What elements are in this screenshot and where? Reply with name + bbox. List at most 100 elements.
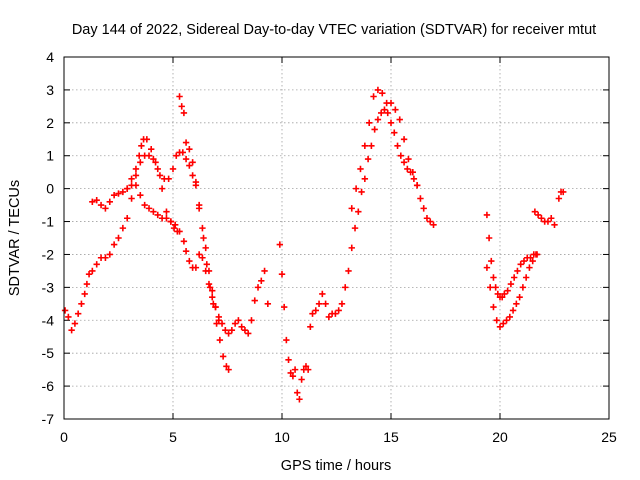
- data-point: [119, 188, 127, 196]
- chart-title: Day 144 of 2022, Sidereal Day-to-day VTE…: [72, 22, 596, 38]
- series-8: [531, 188, 567, 229]
- data-point: [110, 192, 118, 199]
- data-point: [145, 152, 153, 159]
- x-tick-label: 0: [60, 429, 68, 445]
- data-point: [93, 196, 100, 204]
- data-point: [501, 290, 508, 298]
- data-point: [199, 254, 206, 261]
- data-point: [189, 159, 196, 166]
- data-point: [400, 136, 408, 143]
- data-point: [391, 129, 398, 136]
- series-6: [483, 211, 541, 301]
- data-point: [348, 205, 355, 212]
- data-point: [148, 145, 155, 153]
- series-3: [124, 93, 222, 324]
- data-point: [338, 300, 346, 308]
- data-point: [483, 211, 491, 219]
- axis-ticks: -7 -6 -5 -4 -3 -2 -1 0 1 2 3 4 0 5 10 15 20 25: [42, 49, 617, 445]
- data-point: [289, 373, 297, 380]
- data-point: [332, 310, 339, 317]
- data-point: [150, 208, 157, 215]
- data-point: [384, 109, 391, 117]
- data-point: [494, 290, 502, 298]
- data-point: [560, 188, 567, 196]
- data-point: [192, 178, 200, 186]
- data-point: [357, 165, 364, 173]
- x-tick-label: 15: [383, 429, 399, 445]
- data-point: [173, 152, 180, 159]
- data-point: [195, 251, 203, 258]
- data-point: [119, 224, 127, 232]
- data-point: [379, 90, 386, 97]
- data-point: [202, 244, 209, 252]
- data-point: [492, 284, 499, 291]
- data-point: [241, 326, 249, 334]
- data-point: [294, 389, 301, 396]
- data-point: [387, 119, 395, 127]
- data-point: [170, 224, 178, 232]
- y-tick-label: -2: [42, 246, 55, 262]
- data-point: [498, 294, 506, 301]
- data-point: [180, 238, 188, 245]
- y-tick-label: 4: [46, 49, 54, 65]
- data-point: [496, 323, 504, 331]
- data-point: [78, 300, 85, 308]
- data-point: [548, 215, 555, 222]
- data-point: [394, 142, 401, 150]
- data-point: [132, 165, 140, 173]
- data-point: [503, 317, 510, 324]
- data-point: [283, 336, 290, 344]
- data-point: [430, 221, 437, 229]
- data-point: [555, 195, 563, 202]
- data-point: [167, 218, 175, 225]
- data-point: [296, 396, 303, 403]
- data-point: [319, 290, 326, 298]
- data-point: [124, 185, 131, 192]
- data-point: [192, 264, 200, 271]
- data-point: [132, 182, 140, 189]
- data-point: [509, 307, 517, 314]
- data-point: [504, 287, 511, 294]
- data-point: [171, 221, 179, 229]
- x-tick-label: 25: [601, 429, 617, 445]
- data-point: [195, 201, 203, 209]
- data-point: [526, 264, 533, 271]
- data-point: [516, 294, 523, 301]
- data-point: [206, 284, 214, 291]
- data-point: [128, 195, 135, 202]
- data-point: [215, 317, 222, 324]
- data-point: [427, 218, 434, 225]
- data-point: [364, 155, 372, 163]
- data-point: [534, 211, 542, 219]
- plot-frame: [63, 56, 610, 420]
- data-point: [74, 310, 82, 317]
- data-point: [312, 307, 319, 314]
- data-point: [342, 284, 349, 291]
- grid: [64, 57, 609, 419]
- data-point: [490, 274, 497, 281]
- data-point: [199, 224, 206, 232]
- data-point: [68, 326, 75, 334]
- data-point: [81, 290, 88, 298]
- data-point: [519, 284, 527, 291]
- data-point: [392, 106, 399, 113]
- data-point: [213, 320, 220, 327]
- data-point: [138, 142, 145, 150]
- data-point: [203, 261, 210, 268]
- data-point: [156, 172, 164, 179]
- data-point: [154, 165, 161, 173]
- y-tick-label: -6: [42, 378, 55, 394]
- y-tick-label: -5: [42, 345, 55, 361]
- data-point: [488, 257, 495, 265]
- data-point: [413, 182, 421, 189]
- data-point: [137, 159, 144, 166]
- y-tick-label: -3: [42, 279, 55, 295]
- data-point: [417, 195, 424, 202]
- data-point: [150, 155, 157, 163]
- data-point: [115, 234, 122, 242]
- data-point: [137, 192, 144, 199]
- data-point: [93, 261, 100, 268]
- y-tick-label: -1: [42, 214, 55, 230]
- data-point: [278, 271, 286, 278]
- y-axis-label: SDTVAR / TECUs: [7, 180, 23, 296]
